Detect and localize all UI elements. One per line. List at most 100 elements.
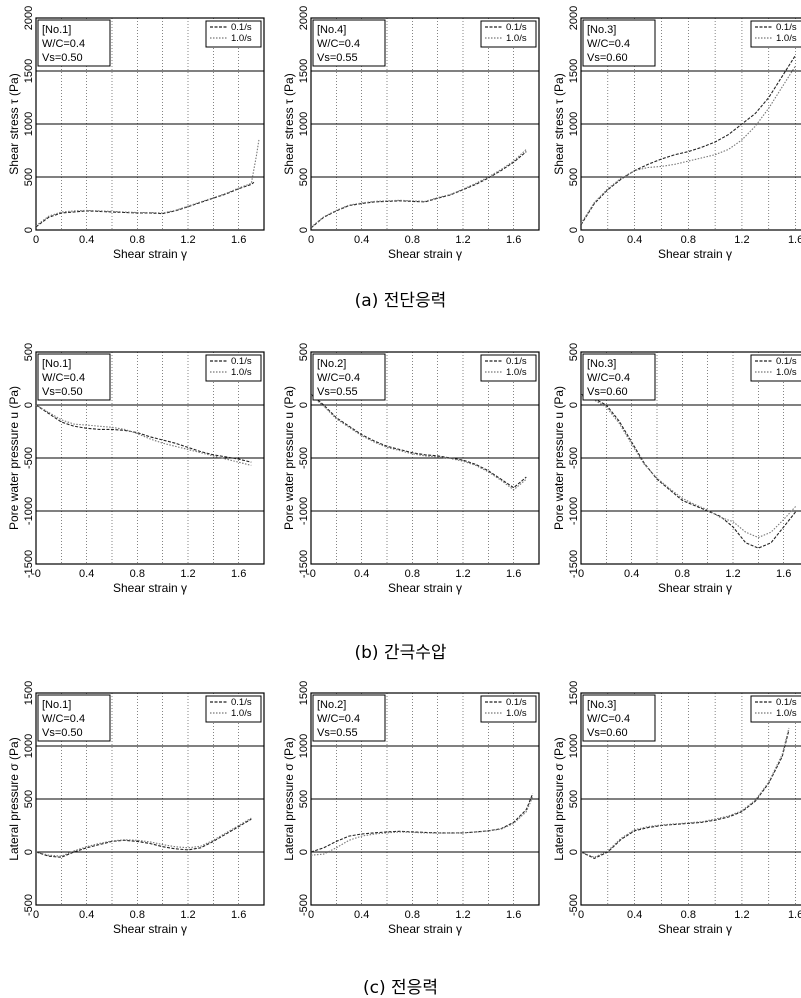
legend-box [750,695,801,723]
info-wc: W/C=0.4 [317,372,360,384]
plot-frame [580,351,801,565]
caption-c: (c) 전응력 [363,978,438,998]
info-panel-id: [No.4] [317,24,346,36]
info-panel-id: [No.2] [317,699,346,711]
x-tick-label: 1.2 [180,234,195,246]
y-tick-label: 2000 [23,6,35,30]
x-tick-label: 0.4 [79,234,94,246]
series-line-0.1/s [310,793,534,853]
chart-panel-5: -0 0.4 0.8 1.2 1.6 -1500 -1000 -500 0 500 Shear st… [282,343,540,595]
legend-label: 0.1/s [231,697,252,708]
y-tick-label: 500 [23,168,35,186]
series-line-0.1/s [580,54,797,225]
y-tick-label: 0 [23,402,35,408]
x-tick-label: 0.8 [405,909,420,921]
caption-b: (b) 간극수압 [354,643,447,663]
legend-label: 0.1/s [231,356,252,367]
x-axis-label: Shear strain γ [388,581,462,595]
plot-frame [35,351,265,565]
series-line-0.1/s [310,151,527,229]
x-tick-label: 1.6 [231,568,246,580]
series-line-1.0/s [310,148,527,228]
legend-box [480,695,537,723]
y-axis-label: Pore water pressure u (Pa) [7,386,21,530]
x-axis-label: Shear strain γ [113,247,187,261]
x-tick-label: 1.6 [506,234,521,246]
y-tick-label: -500 [23,447,35,469]
series-line-1.0/s [35,139,260,227]
y-tick-label: 1500 [298,681,310,705]
x-tick-label: 0.8 [130,568,145,580]
chart-panel-2: 0 0.4 0.8 1.2 1.6 0 500 1000 1500 2000 Shear strai… [282,6,540,261]
info-wc: W/C=0.4 [42,713,85,725]
y-tick-label: 1500 [23,681,35,705]
plot-frame [35,17,265,231]
info-box [582,694,656,742]
info-wc: W/C=0.4 [587,713,630,725]
y-tick-label: 500 [568,168,580,186]
legend-label: 0.1/s [506,697,527,708]
caption-a: (a) 전단응력 [354,291,447,311]
x-tick-label: 0 [578,568,584,580]
x-tick-label: 1.2 [455,234,470,246]
legend-box [205,354,262,382]
x-tick-label: 0 [308,909,314,921]
info-box [37,19,111,67]
x-axis-label: Shear strain γ [113,922,187,936]
y-tick-label: 0 [23,227,35,233]
y-tick-label: 0 [298,402,310,408]
legend-box [480,354,537,382]
y-tick-label: -1000 [298,497,310,525]
y-tick-label: -1500 [298,550,310,578]
info-panel-id: [No.1] [42,358,71,370]
info-vs: Vs=0.50 [42,727,83,739]
y-tick-label: 500 [298,168,310,186]
series-line-0.1/s [35,181,255,228]
y-tick-label: 1000 [23,734,35,758]
series-line-0.1/s [580,729,790,860]
chart-panel-1: 0 0.4 0.8 1.2 1.6 0 500 1000 1500 2000 Shear strai… [7,6,265,261]
y-tick-label: 0 [568,227,580,233]
info-panel-id: [No.2] [317,358,346,370]
plot-frame [580,17,801,231]
info-vs: Vs=0.60 [587,727,628,739]
plot-frame [310,692,540,906]
legend-label: 1.0/s [506,708,527,719]
legend-label: 0.1/s [506,22,527,33]
x-tick-label: 1.2 [734,909,749,921]
info-wc: W/C=0.4 [42,38,85,50]
info-vs: Vs=0.60 [587,386,628,398]
info-box [582,19,656,67]
x-tick-label: 0.8 [130,909,145,921]
legend-label: 1.0/s [776,708,797,719]
y-tick-label: -1500 [568,550,580,578]
info-vs: Vs=0.55 [317,52,358,64]
y-tick-label: -1000 [568,497,580,525]
y-tick-label: 2000 [568,6,580,30]
x-tick-label: 0.4 [627,909,642,921]
x-tick-label: 1.2 [725,568,740,580]
x-axis-label: Shear strain γ [388,247,462,261]
x-tick-label: 1.6 [788,234,801,246]
y-axis-label: Shear stress τ (Pa) [552,73,566,174]
y-tick-label: -500 [298,447,310,469]
series-line-1.0/s [35,404,252,466]
x-tick-label: 0.8 [405,568,420,580]
info-wc: W/C=0.4 [587,372,630,384]
y-tick-label: -500 [568,894,580,916]
legend-label: 0.1/s [506,356,527,367]
x-tick-label: 0 [308,234,314,246]
x-tick-label: 1.2 [180,568,195,580]
x-tick-label: 1.6 [231,909,246,921]
series-line-1.0/s [580,727,790,858]
y-tick-label: 1000 [298,112,310,136]
x-tick-label: 0 [578,909,584,921]
x-tick-label: 0.4 [354,909,369,921]
y-tick-label: 500 [298,790,310,808]
info-box [312,19,386,67]
x-tick-label: 0.4 [79,909,94,921]
legend-box [205,20,262,48]
y-tick-label: 1500 [568,681,580,705]
